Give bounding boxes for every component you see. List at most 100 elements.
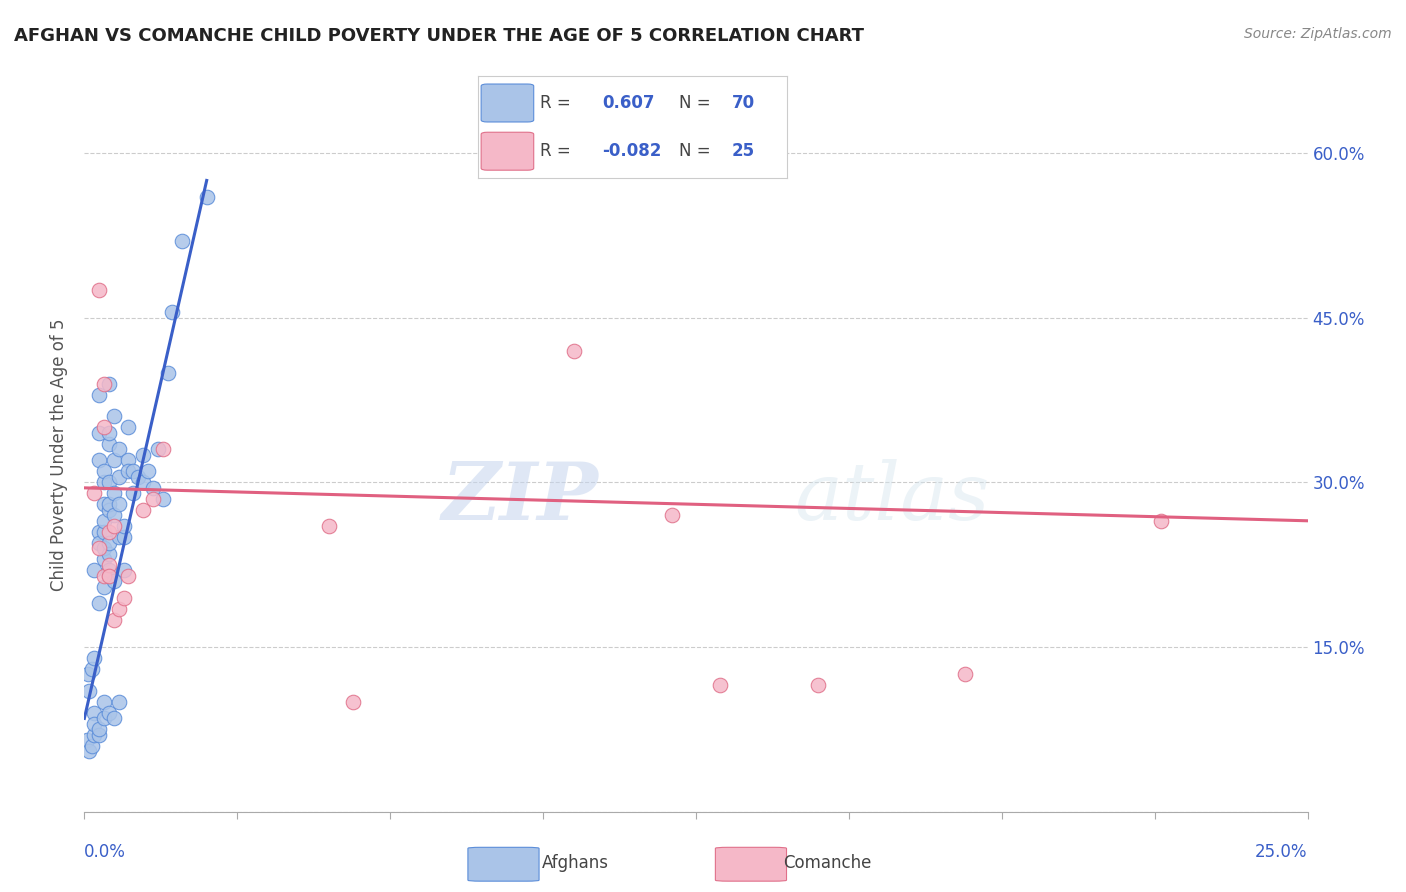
Point	[87, 283, 110, 297]
Point	[97, 475, 120, 490]
Point	[93, 568, 115, 582]
Point	[132, 448, 155, 462]
Point	[87, 728, 110, 742]
Point	[107, 530, 129, 544]
Point	[93, 497, 115, 511]
FancyBboxPatch shape	[716, 847, 786, 881]
Point	[93, 552, 115, 566]
Point	[142, 491, 165, 506]
Point	[107, 695, 129, 709]
Text: -0.082: -0.082	[602, 142, 661, 161]
Point	[93, 695, 115, 709]
Point	[107, 470, 129, 484]
Point	[97, 376, 120, 391]
Point	[97, 425, 120, 440]
Point	[136, 464, 159, 478]
Point	[87, 535, 110, 549]
Point	[318, 519, 340, 533]
Point	[97, 497, 120, 511]
Point	[103, 453, 125, 467]
Point	[93, 376, 115, 391]
Point	[107, 601, 129, 615]
Point	[112, 591, 135, 605]
Point	[112, 563, 135, 577]
Point	[87, 723, 110, 737]
Point	[162, 305, 184, 319]
Point	[80, 662, 103, 676]
Point	[156, 366, 179, 380]
Point	[77, 684, 100, 698]
Point	[103, 519, 125, 533]
Point	[93, 420, 115, 434]
Point	[87, 541, 110, 556]
Point	[103, 613, 125, 627]
Point	[83, 706, 105, 720]
FancyBboxPatch shape	[468, 847, 538, 881]
Point	[83, 717, 105, 731]
Point	[562, 343, 585, 358]
Text: R =: R =	[540, 94, 576, 112]
Y-axis label: Child Poverty Under the Age of 5: Child Poverty Under the Age of 5	[51, 318, 69, 591]
Text: Comanche: Comanche	[783, 854, 872, 872]
Point	[112, 530, 135, 544]
Point	[97, 568, 120, 582]
Point	[103, 574, 125, 589]
Point	[87, 453, 110, 467]
Point	[661, 508, 683, 523]
Point	[97, 437, 120, 451]
Point	[93, 475, 115, 490]
Point	[103, 508, 125, 523]
Point	[117, 453, 139, 467]
Point	[122, 486, 145, 500]
Point	[112, 519, 135, 533]
Point	[127, 470, 149, 484]
Point	[93, 514, 115, 528]
Point	[97, 706, 120, 720]
Point	[103, 711, 125, 725]
Point	[97, 535, 120, 549]
Point	[77, 744, 100, 758]
Point	[83, 728, 105, 742]
Text: ZIP: ZIP	[441, 459, 598, 536]
Point	[87, 387, 110, 401]
Point	[117, 568, 139, 582]
Point	[172, 234, 194, 248]
Point	[122, 464, 145, 478]
Point	[107, 497, 129, 511]
Point	[97, 568, 120, 582]
Point	[107, 442, 129, 457]
Point	[132, 475, 155, 490]
Text: 0.0%: 0.0%	[84, 843, 127, 861]
Point	[152, 442, 174, 457]
Point	[93, 711, 115, 725]
Text: atlas: atlas	[794, 459, 990, 536]
Point	[152, 491, 174, 506]
Point	[80, 739, 103, 753]
FancyBboxPatch shape	[481, 84, 534, 122]
Point	[132, 503, 155, 517]
Text: 0.607: 0.607	[602, 94, 654, 112]
Point	[97, 558, 120, 572]
Point	[142, 481, 165, 495]
FancyBboxPatch shape	[481, 132, 534, 170]
Text: 25: 25	[731, 142, 755, 161]
Point	[93, 524, 115, 539]
Point	[93, 580, 115, 594]
Point	[93, 541, 115, 556]
Point	[83, 563, 105, 577]
Point	[97, 524, 120, 539]
Text: 70: 70	[731, 94, 755, 112]
Point	[87, 524, 110, 539]
Text: N =: N =	[679, 94, 716, 112]
Point	[146, 442, 169, 457]
Point	[709, 678, 731, 692]
Point	[1150, 514, 1173, 528]
Point	[93, 464, 115, 478]
Point	[807, 678, 830, 692]
Text: N =: N =	[679, 142, 716, 161]
Point	[342, 695, 364, 709]
Text: R =: R =	[540, 142, 576, 161]
Point	[103, 486, 125, 500]
Point	[97, 563, 120, 577]
Point	[117, 420, 139, 434]
